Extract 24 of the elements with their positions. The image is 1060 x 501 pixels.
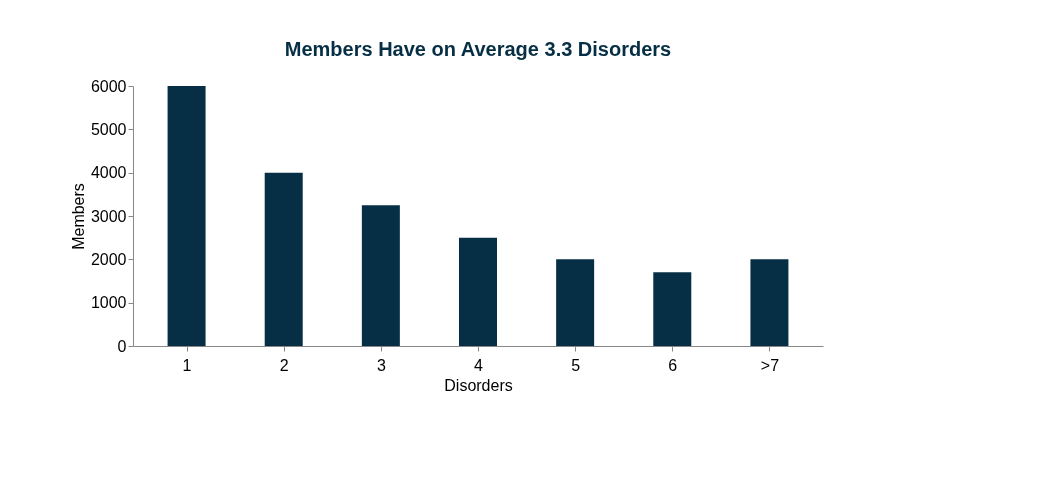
y-tick-label: 1000: [90, 294, 127, 312]
y-tick-label: 2000: [90, 250, 127, 268]
y-axis-title: Members: [69, 183, 87, 250]
x-tick-label: 3: [376, 356, 386, 374]
x-tick-label: 2: [279, 356, 289, 374]
x-axis-title: Disorders: [444, 376, 513, 394]
bar: [264, 172, 303, 346]
bar: [459, 237, 497, 346]
x-tick-label: 1: [182, 356, 192, 374]
x-tick-label: 5: [571, 356, 581, 374]
bar: [556, 259, 595, 346]
bar: [750, 259, 789, 346]
y-tick-label: 0: [117, 337, 127, 355]
bar: [361, 205, 400, 346]
bar: [653, 272, 692, 346]
y-tick-label: 4000: [90, 164, 127, 182]
y-tick-label: 3000: [90, 207, 127, 225]
y-tick-label: 6000: [90, 77, 127, 95]
x-tick-label: 4: [474, 356, 484, 374]
x-tick-label: >7: [760, 356, 780, 374]
y-tick-label: 5000: [90, 120, 127, 138]
bar: [167, 86, 206, 346]
x-tick-label: 6: [668, 356, 678, 374]
chart-title: Members Have on Average 3.3 Disorders: [284, 38, 672, 60]
